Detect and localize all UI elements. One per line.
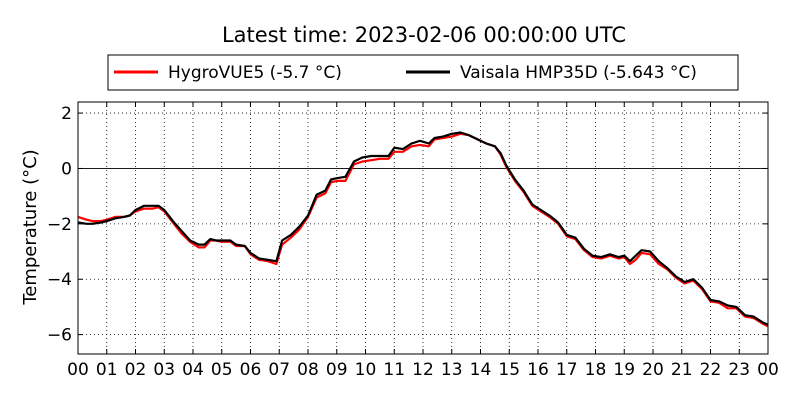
series-line-hygrovue5	[77, 132, 769, 328]
ticks: 00 01 02 03 04 05 06 07 08 09 10 11 12 13 14 15 16 17 18 19…	[47, 102, 779, 380]
x-tick-label: 19	[613, 360, 635, 380]
x-tick-label: 10	[355, 360, 377, 380]
x-tick-label: 05	[211, 360, 233, 380]
series-layer	[77, 131, 769, 328]
x-tick-label: 15	[498, 360, 520, 380]
plot-frame	[77, 101, 769, 355]
x-tick-label: 09	[326, 360, 348, 380]
x-tick-label: 17	[556, 360, 578, 380]
x-tick-label: 13	[441, 360, 463, 380]
x-tick-label: 16	[527, 360, 549, 380]
x-tick-label: 07	[268, 360, 290, 380]
x-tick-label: 01	[96, 360, 118, 380]
x-tick-label: 04	[182, 360, 204, 380]
x-tick-label: 22	[700, 360, 722, 380]
x-tick-label: 20	[642, 360, 664, 380]
x-tick-label: 00	[67, 360, 89, 380]
y-tick-label: 2	[61, 104, 72, 124]
legend: HygroVUE5 (-5.7 °C) Vaisala HMP35D (-5.6…	[107, 54, 739, 91]
x-tick-label: 02	[125, 360, 147, 380]
chart-title: Latest time: 2023-02-06 00:00:00 UTC	[222, 23, 626, 47]
x-tick-label: 08	[297, 360, 319, 380]
y-tick-label: −2	[47, 215, 72, 235]
legend-label-vaisala: Vaisala HMP35D (-5.643 °C)	[460, 63, 697, 83]
x-tick-label: 14	[470, 360, 492, 380]
x-tick-label: 11	[383, 360, 405, 380]
legend-label-hygrovue5: HygroVUE5 (-5.7 °C)	[168, 63, 342, 83]
x-tick-label: 23	[728, 360, 750, 380]
x-tick-label: 03	[153, 360, 175, 380]
x-tick-label: 18	[585, 360, 607, 380]
x-tick-label: 12	[412, 360, 434, 380]
y-tick-label: −6	[47, 326, 72, 346]
x-tick-label: 00	[757, 360, 779, 380]
x-tick-label: 21	[671, 360, 693, 380]
x-tick-label: 06	[240, 360, 262, 380]
grid	[78, 102, 768, 354]
series-line-vaisala	[77, 131, 769, 326]
y-tick-label: 0	[61, 159, 72, 179]
y-axis-label: Temperature (°C)	[20, 149, 41, 305]
y-tick-label: −4	[47, 270, 72, 290]
